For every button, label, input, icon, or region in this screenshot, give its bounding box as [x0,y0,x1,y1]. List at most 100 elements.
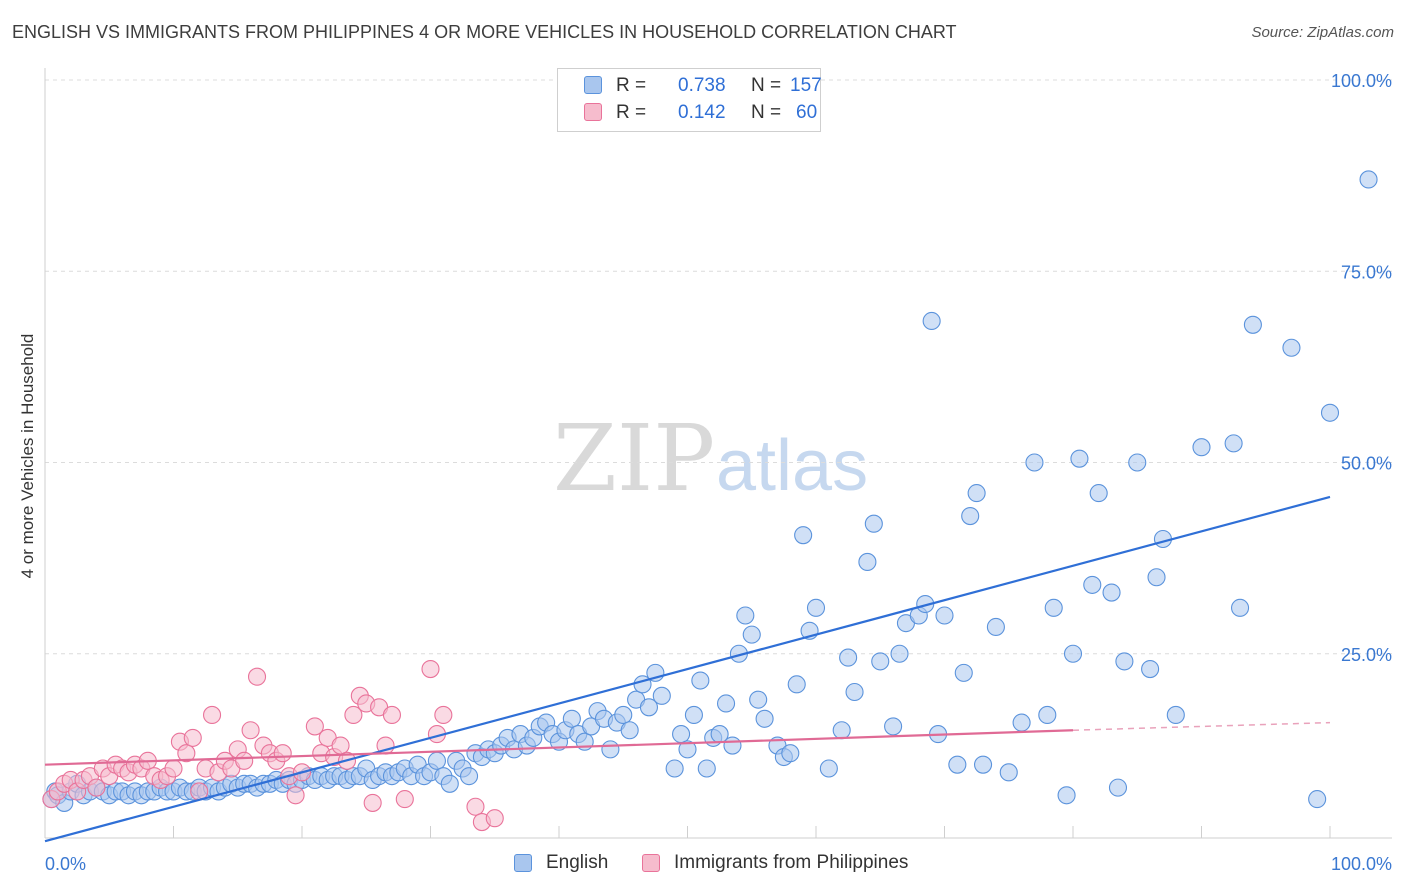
legend-swatch-english [584,76,602,94]
legend-n-label: N = [751,75,782,96]
data-point-english [1044,598,1063,617]
y-tick-label: 75.0% [1341,262,1392,282]
data-point-philippines [421,659,440,679]
data-point-english [1320,403,1340,422]
data-point-english [620,721,639,740]
legend-swatch-philippines [584,103,602,121]
legend-n-value: 60 [796,102,818,123]
legend-n-label: N = [751,102,782,123]
data-point-english [427,751,446,770]
bottom-legend-label-english: English [546,852,609,873]
bottom-legend-swatch-philippines [642,854,660,872]
data-point-english [1070,449,1089,468]
data-point-english [1243,315,1262,334]
data-point-english [742,625,761,644]
legend-r-value: 0.738 [678,75,726,96]
data-point-english [787,675,806,694]
data-point-english [986,617,1005,637]
data-point-english [922,311,941,331]
data-point-english [601,740,620,759]
watermark: ZIP atlas [553,405,868,512]
watermark-zip: ZIP [553,405,715,512]
data-point-english [973,755,993,774]
data-point-english [639,698,659,717]
data-point-english [562,709,581,728]
data-point-english [1057,786,1076,805]
y-tick-label: 25.0% [1341,645,1392,665]
data-point-english [614,705,633,725]
data-point-english [858,552,877,572]
data-point-philippines [344,705,363,725]
data-point-english [1166,705,1185,725]
data-point-philippines [164,759,183,778]
legend-r-value: 0.142 [678,102,726,123]
data-point-english [832,721,851,740]
data-point-english [1231,598,1250,617]
trend-line-english [44,495,1331,843]
data-point-english [1063,644,1083,663]
data-point-english [652,686,671,705]
data-point-english [1025,453,1044,472]
data-point-english [935,606,954,625]
data-point-english [749,690,768,709]
tick-labels: 25.0% 50.0% 75.0% 100.0% 0.0% 100.0% [45,71,1392,874]
data-point-english [1038,705,1057,725]
data-point-philippines [286,786,305,805]
data-point-philippines [177,744,196,763]
data-point-philippines [363,793,382,812]
data-point-english [1012,713,1031,732]
data-point-english [1083,575,1102,594]
trend-line-philippines-extension [1072,721,1331,731]
data-point-english [736,606,755,625]
data-point-english [440,774,459,793]
data-point-english [845,682,864,702]
data-point-english [678,740,697,759]
bottom-legend-swatch-english [514,854,532,872]
data-point-english [1308,790,1327,809]
data-point-english [890,644,909,663]
data-point-english [684,705,703,725]
series-philippines [42,659,504,832]
data-point-english [672,725,691,744]
data-point-english [459,767,479,786]
data-point-english [723,736,742,755]
legend-r-label: R = [616,75,647,96]
data-point-english [1108,778,1128,797]
data-point-english [1141,659,1160,679]
data-point-philippines [466,797,485,816]
data-point-english [1359,170,1378,189]
data-point-english [948,755,967,774]
y-tick-label: 100.0% [1331,71,1392,91]
watermark-atlas: atlas [716,426,868,506]
data-point-english [1128,453,1147,472]
data-point-philippines [331,736,350,755]
x-tick-label: 100.0% [1331,854,1392,874]
data-point-philippines [305,717,324,736]
axes [44,68,1392,839]
data-point-english [884,717,903,736]
data-point-philippines [235,751,254,770]
data-point-english [954,663,973,682]
data-point-english [1224,434,1243,453]
legend-n-value: 157 [790,75,822,96]
legend-r-label: R = [616,102,647,123]
data-point-english [839,648,858,667]
x-tick-label: 0.0% [45,854,86,874]
bottom-legend-label-philippines: Immigrants from Philippines [674,852,909,873]
data-point-english [871,652,890,671]
data-point-philippines [247,667,267,686]
data-point-english [1102,583,1121,602]
chart-title: ENGLISH VS IMMIGRANTS FROM PHILIPPINES 4… [12,22,957,42]
data-point-english [1147,568,1166,587]
data-point-philippines [273,744,292,763]
data-point-english [665,759,684,778]
data-point-english [691,671,710,690]
data-point-english [1115,652,1134,671]
trend-lines [44,495,1331,843]
data-point-philippines [87,778,106,797]
trend-line-philippines [44,729,1074,766]
data-point-philippines [183,728,202,747]
data-point-english [1282,338,1301,357]
data-point-english [781,744,800,763]
